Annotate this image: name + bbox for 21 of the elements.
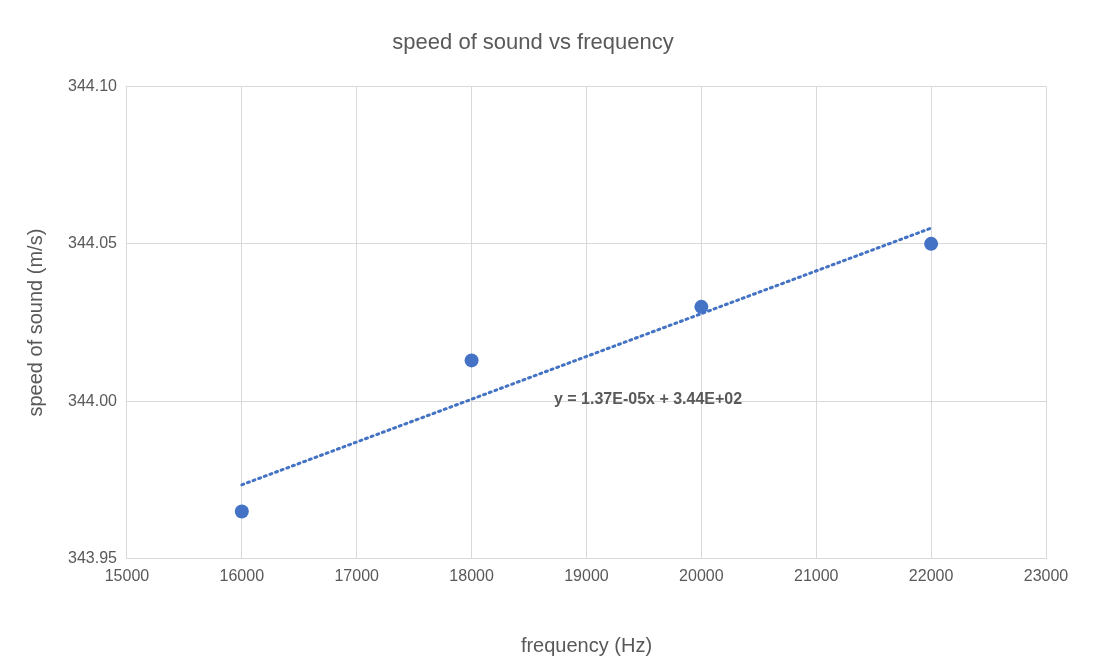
- x-tick-label: 16000: [219, 566, 265, 584]
- y-tick-label: 344.00: [68, 391, 118, 409]
- x-tick-label: 21000: [793, 566, 839, 584]
- y-axis-title: speed of sound (m/s): [23, 228, 46, 417]
- point: [694, 299, 709, 314]
- y-tick-label: 343.95: [68, 549, 118, 567]
- annotation: y = 1.37E-05x + 3.44E+02: [553, 390, 743, 408]
- point: [234, 504, 249, 519]
- chart-title: speed of sound vs frequency: [392, 29, 674, 55]
- y-tick-label: 344.10: [68, 76, 118, 94]
- x-tick-label: 20000: [679, 566, 724, 584]
- x-tick-label: 19000: [564, 566, 609, 584]
- x-tick-label: 23000: [1023, 566, 1069, 584]
- point: [464, 353, 479, 368]
- point: [924, 236, 939, 251]
- x-tick-label: 22000: [908, 566, 954, 584]
- x-tick-label: 18000: [449, 566, 494, 584]
- x-axis-title: frequency (Hz): [520, 633, 653, 656]
- x-tick-label: 15000: [104, 566, 150, 584]
- y-tick-label: 344.05: [68, 234, 118, 252]
- x-tick-label: 17000: [334, 566, 380, 584]
